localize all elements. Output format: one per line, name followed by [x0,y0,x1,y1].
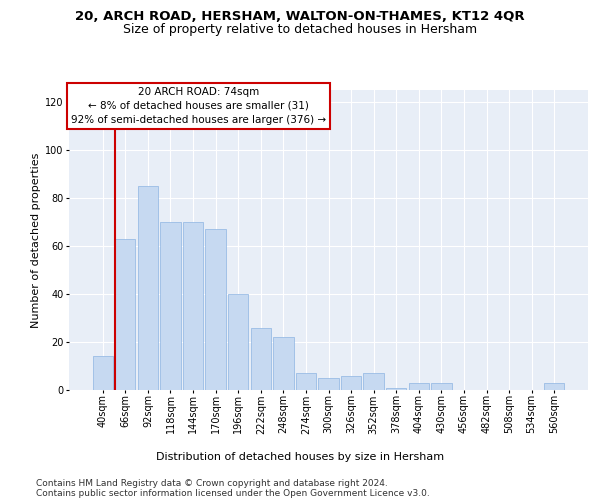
Bar [296,373,316,390]
Bar [228,294,248,390]
Y-axis label: Number of detached properties: Number of detached properties [31,152,41,328]
Text: Contains HM Land Registry data © Crown copyright and database right 2024.: Contains HM Land Registry data © Crown c… [36,478,388,488]
Text: 20, ARCH ROAD, HERSHAM, WALTON-ON-THAMES, KT12 4QR: 20, ARCH ROAD, HERSHAM, WALTON-ON-THAMES… [75,10,525,23]
Bar [386,388,406,390]
Bar [138,186,158,390]
Bar [364,373,384,390]
Bar [160,222,181,390]
Bar [251,328,271,390]
Text: Size of property relative to detached houses in Hersham: Size of property relative to detached ho… [123,22,477,36]
Text: Distribution of detached houses by size in Hersham: Distribution of detached houses by size … [156,452,444,462]
Bar [183,222,203,390]
Bar [341,376,361,390]
Bar [431,383,452,390]
Bar [544,383,565,390]
Bar [115,239,136,390]
Bar [319,378,338,390]
Text: Contains public sector information licensed under the Open Government Licence v3: Contains public sector information licen… [36,488,430,498]
Bar [92,356,113,390]
Bar [409,383,429,390]
Bar [273,337,293,390]
Text: 20 ARCH ROAD: 74sqm
← 8% of detached houses are smaller (31)
92% of semi-detache: 20 ARCH ROAD: 74sqm ← 8% of detached hou… [71,87,326,125]
Bar [205,229,226,390]
